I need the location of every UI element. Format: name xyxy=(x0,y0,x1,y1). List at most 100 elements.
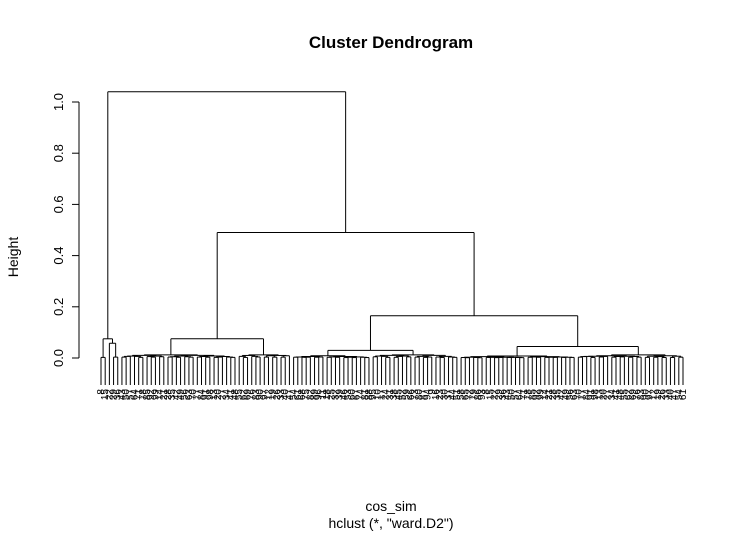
leaf-label-46: 54 xyxy=(289,389,300,401)
leaf-label-38: 90 xyxy=(255,389,266,401)
leaf-label-69: 31 xyxy=(385,389,396,401)
leaf-label-139: 61 xyxy=(678,389,689,401)
y-tick-label-2: 0.4 xyxy=(51,247,66,265)
leaf-label-52: 96 xyxy=(314,389,325,401)
y-tick-label-0: 0.0 xyxy=(51,349,66,367)
y-tick-label-3: 0.6 xyxy=(51,195,66,213)
leaf-label-67: 17 xyxy=(377,389,388,401)
leaf-label-6: 50 xyxy=(121,389,132,401)
leaf-label-100: 64 xyxy=(515,389,526,401)
leaf-label-60: 60 xyxy=(347,389,358,401)
leaf-label-63: 81 xyxy=(360,389,371,401)
leaf-label-81: 23 xyxy=(435,389,446,401)
leaf-label-34: 62 xyxy=(238,389,249,401)
leaf-label-126: 62 xyxy=(624,389,635,401)
leaf-label-90: 86 xyxy=(473,389,484,401)
leaf-label-47: 61 xyxy=(293,389,304,401)
leaf-label-121: 27 xyxy=(603,389,614,401)
leaf-label-102: 78 xyxy=(523,389,534,401)
leaf-label-23: 77 xyxy=(192,389,203,401)
leaf-label-43: 33 xyxy=(276,389,287,401)
leaf-label-19: 49 xyxy=(176,389,187,401)
leaf-label-99: 57 xyxy=(511,389,522,401)
leaf-label-131: 97 xyxy=(645,389,656,401)
leaf-label-70: 38 xyxy=(389,389,400,401)
leaf-label-64: 88 xyxy=(364,389,375,401)
leaf-label-59: 53 xyxy=(343,389,354,401)
leaf-label-109: 35 xyxy=(552,389,563,401)
leaf-label-97: 43 xyxy=(502,389,513,401)
leaf-labels: 8152229364350576471788592991421283542495… xyxy=(96,389,689,401)
leaf-label-49: 75 xyxy=(301,389,312,401)
leaf-label-57: 39 xyxy=(335,389,346,401)
leaf-label-36: 76 xyxy=(247,389,258,401)
leaf-label-93: 15 xyxy=(485,389,496,401)
leaf-label-61: 67 xyxy=(351,389,362,401)
leaf-label-25: 91 xyxy=(201,389,212,401)
leaf-label-14: 14 xyxy=(155,389,166,401)
leaf-label-123: 41 xyxy=(611,389,622,401)
leaf-label-132: 12 xyxy=(649,389,660,401)
leaf-label-22: 70 xyxy=(188,389,199,401)
leaf-label-84: 44 xyxy=(448,389,459,401)
leaf-label-130: 90 xyxy=(640,389,651,401)
leaf-label-74: 66 xyxy=(406,389,417,401)
leaf-label-73: 59 xyxy=(402,389,413,401)
chart-title: Cluster Dendrogram xyxy=(309,33,473,52)
leaf-label-104: 92 xyxy=(531,389,542,401)
leaf-label-128: 76 xyxy=(632,389,643,401)
leaf-label-115: 77 xyxy=(578,389,589,401)
leaf-label-106: 14 xyxy=(540,389,551,401)
leaf-label-83: 37 xyxy=(444,389,455,401)
leaf-label-54: 18 xyxy=(322,389,333,401)
leaf-label-135: 33 xyxy=(661,389,672,401)
leaf-label-82: 30 xyxy=(439,389,450,401)
leaf-label-16: 28 xyxy=(163,389,174,401)
leaf-label-122: 34 xyxy=(607,389,618,401)
leaf-label-18: 42 xyxy=(171,389,182,401)
leaf-label-8: 64 xyxy=(129,389,140,401)
leaf-label-72: 52 xyxy=(397,389,408,401)
leaf-label-30: 34 xyxy=(222,389,233,401)
leaf-label-103: 85 xyxy=(527,389,538,401)
leaf-label-85: 51 xyxy=(452,389,463,401)
leaf-label-112: 56 xyxy=(565,389,576,401)
leaf-label-78: 94 xyxy=(423,389,434,401)
leaf-label-42: 26 xyxy=(272,389,283,401)
leaf-label-3: 29 xyxy=(109,389,120,401)
y-axis-label: Height xyxy=(5,237,21,278)
leaf-label-50: 82 xyxy=(305,389,316,401)
leaf-label-133: 19 xyxy=(653,389,664,401)
leaf-label-11: 85 xyxy=(142,389,153,401)
leaf-label-48: 68 xyxy=(297,389,308,401)
leaf-label-127: 69 xyxy=(628,389,639,401)
leaf-label-91: 93 xyxy=(477,389,488,401)
leaf-label-94: 22 xyxy=(490,389,501,401)
leaf-label-96: 36 xyxy=(498,389,509,401)
x-axis-label: cos_sim xyxy=(365,498,416,514)
leaf-label-26: 98 xyxy=(205,389,216,401)
leaf-label-80: 16 xyxy=(431,389,442,401)
leaf-label-40: 12 xyxy=(263,389,274,401)
leaf-label-27: 13 xyxy=(209,389,220,401)
leaf-label-5: 43 xyxy=(117,389,128,401)
leaf-label-35: 69 xyxy=(243,389,254,401)
leaf-label-110: 42 xyxy=(557,389,568,401)
leaf-label-76: 80 xyxy=(414,389,425,401)
leaf-label-75: 73 xyxy=(410,389,421,401)
leaf-label-136: 40 xyxy=(665,389,676,401)
leaf-label-79: 9 xyxy=(427,389,438,395)
leaf-label-105: 99 xyxy=(536,389,547,401)
leaf-label-55: 25 xyxy=(326,389,337,401)
chart-subtitle: hclust (*, "ward.D2") xyxy=(328,515,453,531)
leaf-label-77: 87 xyxy=(418,389,429,401)
leaf-label-7: 57 xyxy=(125,389,136,401)
leaf-label-9: 71 xyxy=(134,389,145,401)
leaf-label-1: 15 xyxy=(100,389,111,401)
leaf-label-20: 56 xyxy=(180,389,191,401)
leaf-label-10: 78 xyxy=(138,389,149,401)
leaf-label-32: 48 xyxy=(230,389,241,401)
leaf-label-116: 84 xyxy=(582,389,593,401)
leaf-label-0: 8 xyxy=(96,389,107,395)
